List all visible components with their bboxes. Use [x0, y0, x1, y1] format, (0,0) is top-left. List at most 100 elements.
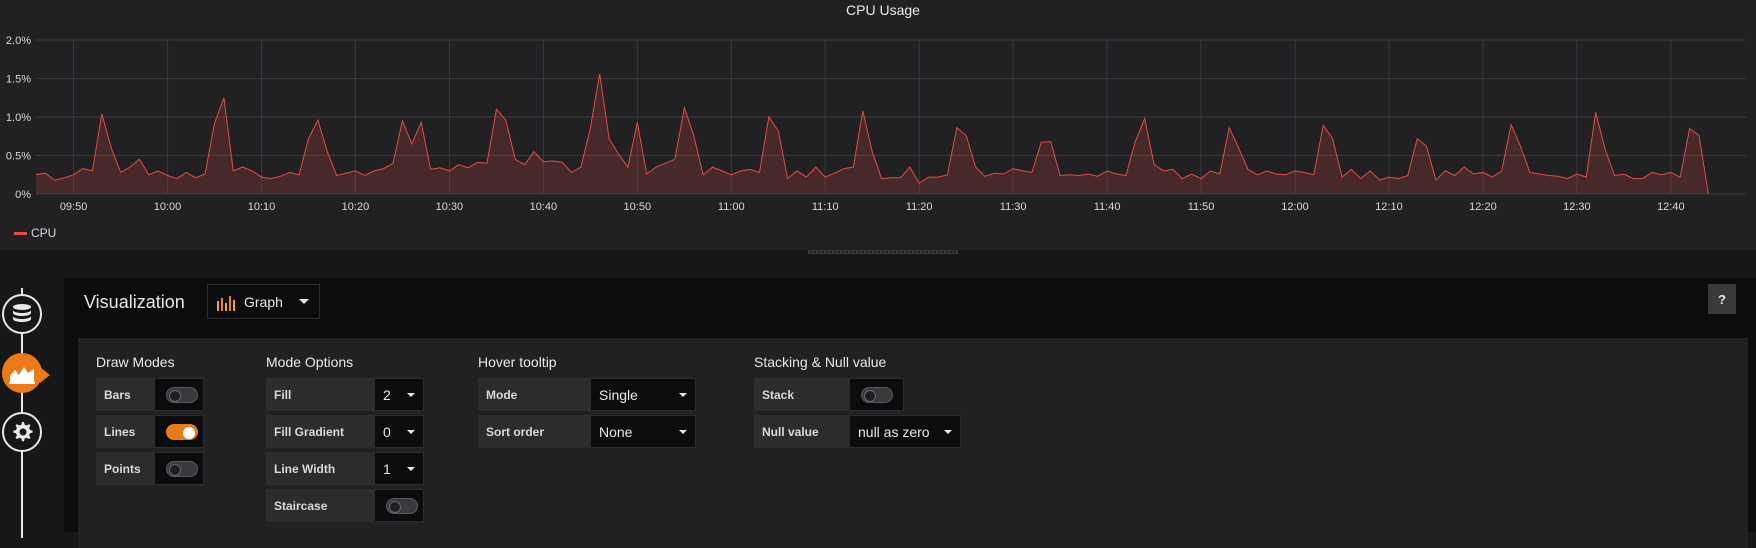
- x-tick-label: 12:00: [1281, 201, 1309, 213]
- y-tick-label: 2.0%: [6, 35, 31, 47]
- y-tick-label: 1.0%: [6, 112, 31, 124]
- null-value-select[interactable]: null as zero: [849, 415, 961, 448]
- line-width-label: Line Width: [266, 452, 374, 485]
- visualization-editor: Visualization Graph ? Draw Modes Bars: [64, 278, 1756, 548]
- x-tick-label: 11:40: [1094, 201, 1121, 213]
- staircase-row: Staircase: [266, 489, 424, 522]
- x-tick-label: 10:20: [342, 201, 370, 213]
- fill-select[interactable]: 2: [374, 378, 424, 411]
- panel-resize-handle[interactable]: [808, 250, 958, 254]
- chevron-down-icon: [407, 467, 415, 471]
- tooltip-mode-value: Single: [599, 386, 638, 403]
- chevron-down-icon: [407, 393, 415, 397]
- x-tick-label: 10:40: [530, 201, 558, 213]
- visualization-header: Visualization: [84, 292, 185, 312]
- y-tick-label: 0%: [15, 189, 31, 201]
- x-tick-label: 12:30: [1563, 201, 1591, 213]
- series-line-cpu: [35, 73, 1709, 195]
- fill-row: Fill 2: [266, 378, 424, 411]
- bars-label: Bars: [96, 378, 154, 411]
- points-row: Points: [96, 452, 204, 485]
- x-tick-label: 11:20: [906, 201, 933, 213]
- bars-row: Bars: [96, 378, 204, 411]
- legend-swatch: [14, 231, 27, 235]
- chevron-down-icon: [407, 430, 415, 434]
- stack-toggle-container[interactable]: [849, 378, 904, 411]
- tooltip-mode-select[interactable]: Single: [590, 378, 696, 411]
- x-tick-label: 11:10: [812, 201, 839, 213]
- x-tick-label: 12:10: [1375, 201, 1403, 213]
- fill-gradient-label: Fill Gradient: [266, 415, 374, 448]
- visualization-picker[interactable]: Graph: [207, 284, 320, 319]
- x-tick-label: 11:00: [718, 201, 745, 213]
- stack-row: Stack: [754, 378, 961, 411]
- panel-editor: Visualization Graph ? Draw Modes Bars: [0, 258, 1756, 548]
- legend-label[interactable]: CPU: [31, 226, 57, 240]
- staircase-toggle-container[interactable]: [374, 489, 424, 522]
- line-width-row: Line Width 1: [266, 452, 424, 485]
- line-width-value: 1: [383, 460, 391, 477]
- staircase-label: Staircase: [266, 489, 374, 522]
- x-tick-label: 10:50: [624, 201, 652, 213]
- bars-toggle[interactable]: [166, 386, 198, 403]
- points-toggle[interactable]: [166, 460, 198, 477]
- stacking-group: Stacking & Null value Stack Null value n…: [754, 354, 961, 452]
- x-tick-label: 09:50: [60, 201, 88, 213]
- lines-row: Lines: [96, 415, 204, 448]
- lines-toggle[interactable]: [166, 423, 198, 440]
- visualization-selected: Graph: [244, 293, 283, 310]
- options-panel: Draw Modes Bars Lines Points Mode Option…: [78, 338, 1748, 548]
- database-icon: [13, 304, 31, 322]
- lines-toggle-container[interactable]: [154, 415, 204, 448]
- lines-label: Lines: [96, 415, 154, 448]
- mode-options-group: Mode Options Fill 2 Fill Gradient 0 Line…: [266, 354, 424, 526]
- area-chart-icon: [9, 367, 35, 384]
- null-value-label: Null value: [754, 415, 849, 448]
- graph-panel: 2.0% 1.5% 1.0% 0.5% 0% 09:50 10:00 10:10 10:20 10…: [0, 0, 1756, 250]
- draw-modes-title: Draw Modes: [96, 354, 175, 370]
- sort-order-label: Sort order: [478, 415, 590, 448]
- fill-value: 2: [383, 386, 391, 403]
- draw-modes-group: Draw Modes Bars Lines Points: [96, 354, 204, 489]
- stack-label: Stack: [754, 378, 849, 411]
- bar-graph-icon: [217, 295, 235, 311]
- null-value-value: null as zero: [858, 423, 930, 440]
- hover-tooltip-group: Hover tooltip Mode Single Sort order Non…: [478, 354, 696, 452]
- staircase-toggle[interactable]: [386, 497, 418, 514]
- queries-tab-button[interactable]: [2, 294, 42, 334]
- mode-options-title: Mode Options: [266, 354, 354, 370]
- tooltip-mode-row: Mode Single: [478, 378, 696, 411]
- sort-order-row: Sort order None: [478, 415, 696, 448]
- chevron-down-icon: [679, 393, 687, 397]
- points-toggle-container[interactable]: [154, 452, 204, 485]
- x-tick-label: 12:40: [1657, 201, 1685, 213]
- gear-icon: [13, 422, 33, 442]
- stack-toggle[interactable]: [861, 386, 893, 403]
- general-settings-tab-button[interactable]: [2, 412, 42, 452]
- chart-title[interactable]: CPU Usage: [846, 2, 920, 18]
- sort-order-value: None: [599, 423, 633, 440]
- chevron-down-icon: [679, 430, 687, 434]
- x-tick-label: 12:20: [1469, 201, 1497, 213]
- editor-side-rail: [0, 258, 64, 538]
- chart-legend[interactable]: CPU: [14, 226, 56, 240]
- fill-gradient-row: Fill Gradient 0: [266, 415, 424, 448]
- fill-label: Fill: [266, 378, 374, 411]
- x-tick-label: 11:50: [1188, 201, 1215, 213]
- sort-order-select[interactable]: None: [590, 415, 696, 448]
- fill-gradient-value: 0: [383, 423, 391, 440]
- visualization-tab-button[interactable]: [2, 353, 50, 393]
- x-tick-label: 10:10: [248, 201, 276, 213]
- chevron-down-icon: [944, 430, 952, 434]
- points-label: Points: [96, 452, 154, 485]
- y-tick-label: 1.5%: [6, 74, 31, 86]
- help-button[interactable]: ?: [1708, 284, 1736, 314]
- chevron-down-icon: [299, 299, 309, 304]
- cpu-usage-chart[interactable]: 2.0% 1.5% 1.0% 0.5% 0% 09:50 10:00 10:10 10:20 10…: [0, 0, 1756, 225]
- fill-gradient-select[interactable]: 0: [374, 415, 424, 448]
- stacking-title: Stacking & Null value: [754, 354, 887, 370]
- x-tick-label: 10:00: [154, 201, 182, 213]
- line-width-select[interactable]: 1: [374, 452, 424, 485]
- x-tick-label: 11:30: [1000, 201, 1027, 213]
- bars-toggle-container[interactable]: [154, 378, 204, 411]
